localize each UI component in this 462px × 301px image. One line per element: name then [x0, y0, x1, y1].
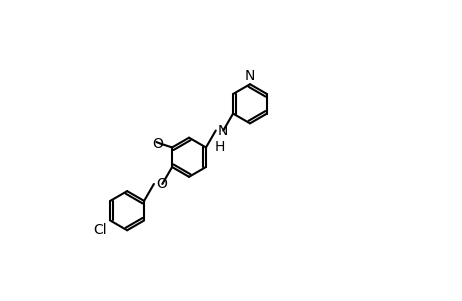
- Text: N: N: [217, 123, 228, 138]
- Text: H: H: [215, 140, 225, 154]
- Text: O: O: [156, 177, 167, 191]
- Text: Cl: Cl: [94, 223, 107, 237]
- Text: O: O: [152, 138, 163, 151]
- Text: N: N: [245, 69, 255, 83]
